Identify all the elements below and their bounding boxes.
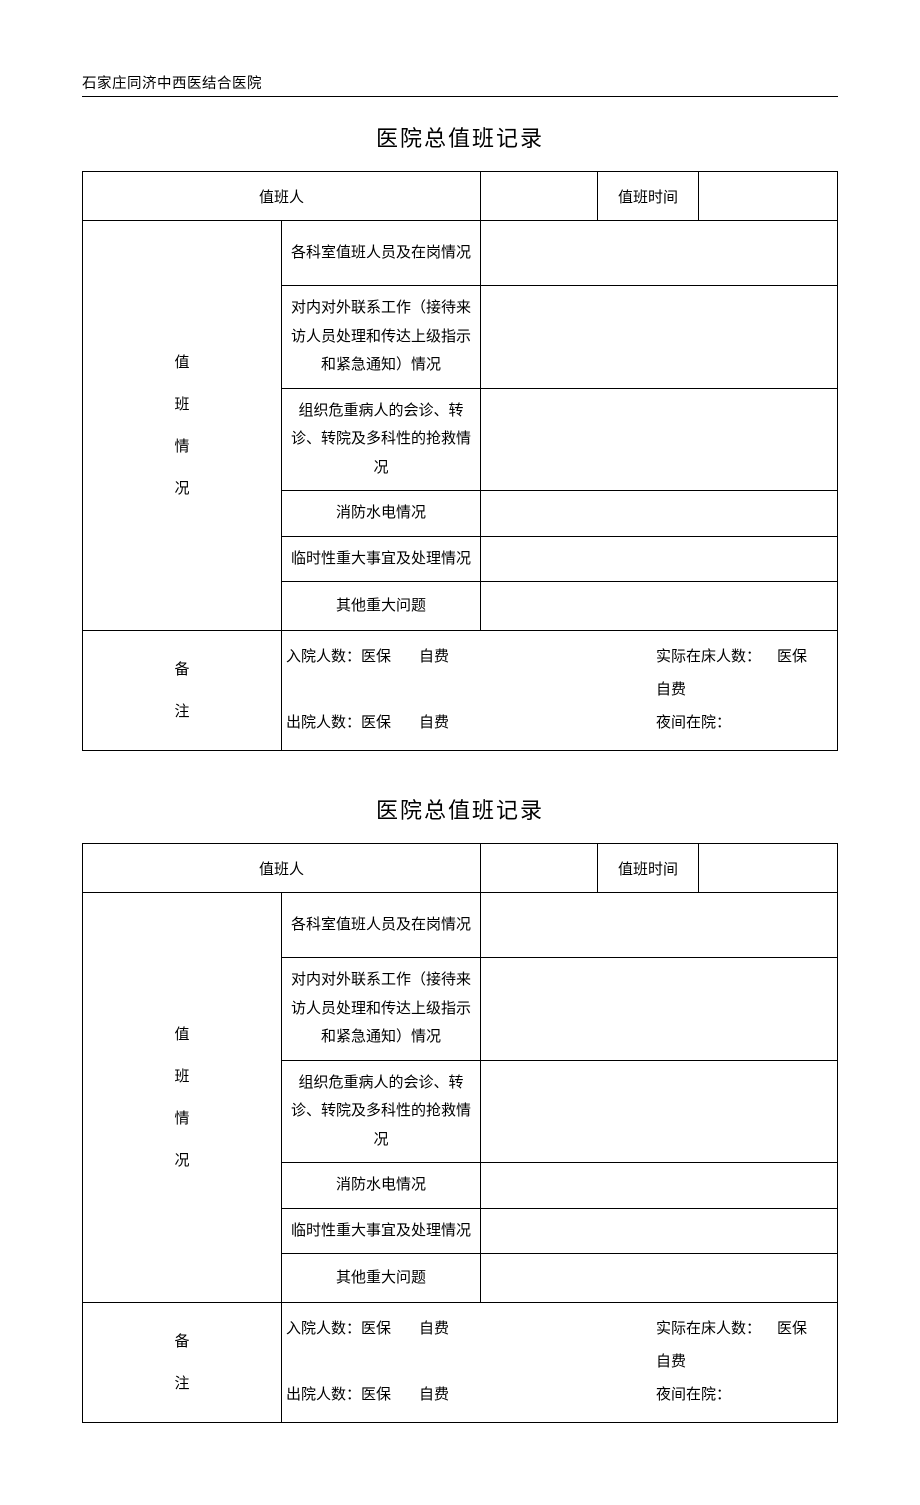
remark-text: 实际在床人数： — [656, 649, 761, 665]
vcol-char: 情 — [83, 1098, 281, 1140]
row-value — [481, 893, 838, 958]
header-person-value — [481, 172, 598, 221]
vcol-char: 注 — [83, 691, 281, 733]
row-value — [481, 1208, 838, 1254]
remark-text: 实际在床人数： — [656, 1321, 761, 1337]
duty-table: 值班人 值班时间 值 班 情 况 各科室值班人员及在岗情况 对内对外联系工作（接… — [82, 843, 838, 1423]
header-time-value — [699, 172, 838, 221]
page-title: 医院总值班记录 — [82, 793, 838, 825]
vcol-char: 值 — [83, 1014, 281, 1056]
remark-text: 医保 — [777, 1321, 807, 1337]
row-value — [481, 536, 838, 582]
row-value — [481, 388, 838, 491]
vcol-char: 班 — [83, 384, 281, 426]
row-value — [481, 1163, 838, 1209]
remark-text: 自费 — [419, 649, 449, 665]
remark-text: 出院人数：医保 — [286, 715, 391, 731]
row-value — [481, 958, 838, 1061]
row-value — [481, 491, 838, 537]
vcol-remarks: 备 注 — [83, 631, 282, 751]
header-duty-time: 值班时间 — [598, 844, 699, 893]
org-header: 石家庄同济中西医结合医院 — [82, 72, 838, 97]
row-value — [481, 1060, 838, 1163]
vcol-char: 情 — [83, 426, 281, 468]
remark-text: 自费 — [419, 1321, 449, 1337]
remark-text: 夜间在院： — [656, 715, 731, 731]
remark-text: 入院人数：医保 — [286, 1321, 391, 1337]
row-label: 临时性重大事宜及处理情况 — [282, 537, 480, 582]
row-label: 各科室值班人员及在岗情况 — [282, 903, 480, 948]
row-label: 对内对外联系工作（接待来访人员处理和传达上级指示和紧急通知）情况 — [282, 958, 480, 1060]
header-duty-time: 值班时间 — [598, 172, 699, 221]
remark-text: 自费 — [656, 682, 686, 698]
header-time-value — [699, 844, 838, 893]
vcol-char: 班 — [83, 1056, 281, 1098]
header-duty-person: 值班人 — [83, 844, 481, 893]
vcol-char: 备 — [83, 649, 281, 691]
row-value — [481, 1254, 838, 1303]
row-label: 组织危重病人的会诊、转诊、转院及多科性的抢救情况 — [282, 1061, 480, 1163]
duty-table: 值班人 值班时间 值 班 情 况 各科室值班人员及在岗情况 对内对外联系工作（接… — [82, 171, 838, 751]
header-person-value — [481, 844, 598, 893]
remark-text: 夜间在院： — [656, 1387, 731, 1403]
row-value — [481, 582, 838, 631]
row-value — [481, 286, 838, 389]
row-label: 临时性重大事宜及处理情况 — [282, 1209, 480, 1254]
row-label: 消防水电情况 — [282, 1163, 480, 1208]
remark-text: 医保 — [777, 649, 807, 665]
row-label: 各科室值班人员及在岗情况 — [282, 231, 480, 276]
page-title: 医院总值班记录 — [82, 121, 838, 153]
remark-text: 入院人数：医保 — [286, 649, 391, 665]
row-label: 对内对外联系工作（接待来访人员处理和传达上级指示和紧急通知）情况 — [282, 286, 480, 388]
vcol-char: 备 — [83, 1321, 281, 1363]
vcol-char: 况 — [83, 468, 281, 510]
row-label: 其他重大问题 — [282, 1256, 480, 1301]
header-duty-person: 值班人 — [83, 172, 481, 221]
row-label: 消防水电情况 — [282, 491, 480, 536]
vcol-char: 值 — [83, 342, 281, 384]
remark-text: 出院人数：医保 — [286, 1387, 391, 1403]
vcol-remarks: 备 注 — [83, 1303, 282, 1423]
row-value — [481, 221, 838, 286]
row-label: 其他重大问题 — [282, 584, 480, 629]
vcol-situation: 值 班 情 况 — [83, 221, 282, 631]
remark-text: 自费 — [419, 715, 449, 731]
vcol-char: 况 — [83, 1140, 281, 1182]
remark-text: 自费 — [419, 1387, 449, 1403]
row-label: 组织危重病人的会诊、转诊、转院及多科性的抢救情况 — [282, 389, 480, 491]
remark-text: 自费 — [656, 1354, 686, 1370]
vcol-char: 注 — [83, 1363, 281, 1405]
remarks-block: 入院人数：医保自费 实际在床人数：医保自费 出院人数：医保自费 夜间在院： — [282, 631, 837, 750]
remarks-block: 入院人数：医保自费 实际在床人数：医保自费 出院人数：医保自费 夜间在院： — [282, 1303, 837, 1422]
vcol-situation: 值 班 情 况 — [83, 893, 282, 1303]
